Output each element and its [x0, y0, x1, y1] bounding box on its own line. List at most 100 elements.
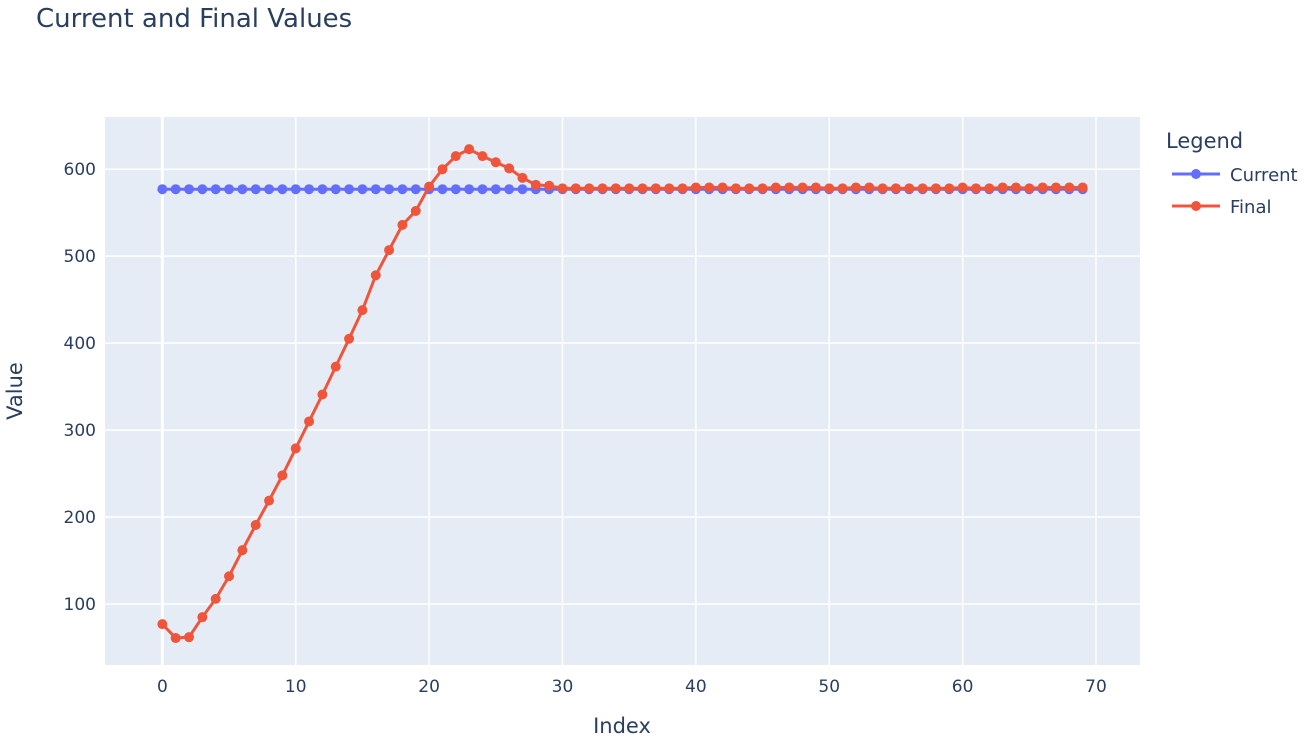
current-data-point[interactable] — [410, 184, 421, 195]
current-data-point[interactable] — [384, 184, 395, 195]
final-data-point[interactable] — [170, 633, 181, 644]
final-data-point[interactable] — [837, 183, 848, 194]
final-data-point[interactable] — [664, 183, 675, 194]
current-data-point[interactable] — [170, 184, 181, 195]
current-data-point[interactable] — [437, 184, 448, 195]
current-data-point[interactable] — [330, 184, 341, 195]
current-data-point[interactable] — [357, 184, 368, 195]
final-data-point[interactable] — [677, 183, 688, 194]
final-data-point[interactable] — [317, 389, 328, 400]
final-data-point[interactable] — [290, 443, 301, 454]
final-data-point[interactable] — [557, 183, 568, 194]
final-data-point[interactable] — [917, 183, 928, 194]
final-data-point[interactable] — [424, 181, 435, 192]
final-data-point[interactable] — [970, 183, 981, 194]
current-data-point[interactable] — [277, 184, 288, 195]
final-data-point[interactable] — [450, 151, 461, 162]
final-data-point[interactable] — [357, 305, 368, 316]
final-data-point[interactable] — [410, 205, 421, 216]
final-data-point[interactable] — [530, 179, 541, 190]
final-data-point[interactable] — [1024, 183, 1035, 194]
current-data-point[interactable] — [184, 184, 195, 195]
current-data-point[interactable] — [304, 184, 315, 195]
current-data-point[interactable] — [504, 184, 515, 195]
final-data-point[interactable] — [904, 183, 915, 194]
legend-item-current[interactable]: Current — [1172, 165, 1298, 186]
final-data-point[interactable] — [864, 182, 875, 193]
final-data-point[interactable] — [397, 219, 408, 230]
current-data-point[interactable] — [290, 184, 301, 195]
final-data-point[interactable] — [1064, 182, 1075, 193]
final-data-point[interactable] — [637, 183, 648, 194]
current-data-point[interactable] — [397, 184, 408, 195]
final-data-point[interactable] — [344, 333, 355, 344]
current-data-point[interactable] — [224, 184, 235, 195]
final-data-point[interactable] — [597, 183, 608, 194]
current-data-point[interactable] — [197, 184, 208, 195]
final-data-point[interactable] — [437, 164, 448, 175]
final-data-point[interactable] — [584, 183, 595, 194]
final-data-point[interactable] — [850, 182, 861, 193]
final-data-point[interactable] — [197, 612, 208, 623]
final-data-point[interactable] — [157, 619, 168, 630]
final-data-point[interactable] — [730, 183, 741, 194]
final-data-point[interactable] — [997, 182, 1008, 193]
final-data-point[interactable] — [304, 416, 315, 427]
final-data-point[interactable] — [930, 183, 941, 194]
final-data-point[interactable] — [570, 183, 581, 194]
legend-item-final[interactable]: Final — [1172, 197, 1271, 218]
final-data-point[interactable] — [477, 151, 488, 162]
final-data-point[interactable] — [797, 182, 808, 193]
final-data-point[interactable] — [944, 183, 955, 194]
final-data-point[interactable] — [757, 183, 768, 194]
current-data-point[interactable] — [517, 184, 528, 195]
final-data-point[interactable] — [810, 182, 821, 193]
final-data-point[interactable] — [1050, 182, 1061, 193]
final-data-point[interactable] — [504, 163, 515, 174]
final-data-point[interactable] — [210, 593, 221, 604]
final-data-point[interactable] — [264, 495, 275, 506]
final-data-point[interactable] — [250, 519, 261, 530]
current-data-point[interactable] — [477, 184, 488, 195]
current-data-point[interactable] — [237, 184, 248, 195]
final-data-point[interactable] — [370, 270, 381, 281]
final-data-point[interactable] — [877, 183, 888, 194]
final-data-point[interactable] — [277, 470, 288, 481]
current-data-point[interactable] — [317, 184, 328, 195]
current-data-point[interactable] — [464, 184, 475, 195]
final-data-point[interactable] — [224, 571, 235, 582]
final-data-point[interactable] — [330, 361, 341, 372]
final-data-point[interactable] — [744, 183, 755, 194]
final-data-point[interactable] — [544, 180, 555, 191]
final-data-point[interactable] — [984, 183, 995, 194]
current-data-point[interactable] — [210, 184, 221, 195]
final-data-point[interactable] — [624, 183, 635, 194]
final-data-point[interactable] — [184, 632, 195, 643]
current-data-point[interactable] — [264, 184, 275, 195]
final-data-point[interactable] — [770, 182, 781, 193]
final-data-point[interactable] — [1037, 182, 1048, 193]
legend[interactable]: Legend Current Final — [1166, 129, 1298, 218]
final-data-point[interactable] — [464, 144, 475, 155]
final-data-point[interactable] — [704, 182, 715, 193]
current-data-point[interactable] — [344, 184, 355, 195]
final-data-point[interactable] — [690, 182, 701, 193]
final-data-point[interactable] — [237, 545, 248, 556]
final-data-point[interactable] — [717, 182, 728, 193]
current-data-point[interactable] — [157, 184, 168, 195]
final-data-point[interactable] — [824, 183, 835, 194]
final-data-point[interactable] — [384, 245, 395, 256]
current-data-point[interactable] — [490, 184, 501, 195]
final-data-point[interactable] — [1077, 182, 1088, 193]
final-data-point[interactable] — [890, 183, 901, 194]
final-data-point[interactable] — [784, 182, 795, 193]
current-data-point[interactable] — [450, 184, 461, 195]
final-data-point[interactable] — [490, 157, 501, 168]
final-data-point[interactable] — [517, 172, 528, 183]
final-data-point[interactable] — [650, 183, 661, 194]
final-data-point[interactable] — [610, 183, 621, 194]
final-data-point[interactable] — [1010, 182, 1021, 193]
current-data-point[interactable] — [370, 184, 381, 195]
final-data-point[interactable] — [957, 182, 968, 193]
current-data-point[interactable] — [250, 184, 261, 195]
